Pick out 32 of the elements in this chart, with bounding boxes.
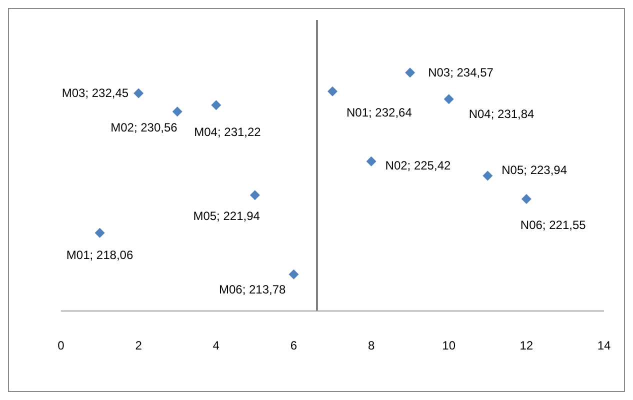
data-label: N06; 221,55	[520, 218, 586, 232]
data-label: N04; 231,84	[468, 107, 535, 122]
point	[366, 156, 376, 166]
x-tick-label: 8	[368, 338, 375, 353]
x-tick-label: 0	[58, 338, 65, 353]
point	[288, 269, 299, 280]
data-label: M06; 213,78	[218, 282, 286, 296]
point	[482, 170, 493, 181]
data-label: N02; 225,42	[385, 158, 451, 172]
point	[444, 94, 454, 104]
data-label: M01; 218,06	[66, 248, 134, 262]
x-tick-label: 14	[597, 338, 611, 353]
point	[94, 228, 105, 238]
point	[250, 190, 260, 200]
point	[405, 68, 416, 78]
point	[134, 88, 144, 98]
x-tick-label: 10	[442, 338, 456, 353]
data-label: N05; 223,94	[502, 162, 568, 177]
x-tick-label: 6	[290, 338, 298, 353]
point	[328, 86, 338, 96]
data-label: N01; 232,64	[346, 105, 412, 120]
x-tick-label: 12	[520, 338, 534, 353]
data-label: M03; 232,45	[62, 86, 129, 100]
data-label: N03; 234,57	[428, 66, 494, 80]
x-tick-label: 2	[135, 338, 142, 353]
data-label: M05; 221,94	[193, 209, 260, 224]
data-label: M02; 230,56	[110, 120, 178, 135]
point	[172, 106, 182, 117]
point	[211, 100, 222, 110]
x-tick-label: 4	[212, 338, 220, 353]
data-label: M04; 231,22	[194, 125, 262, 140]
point	[521, 194, 532, 204]
